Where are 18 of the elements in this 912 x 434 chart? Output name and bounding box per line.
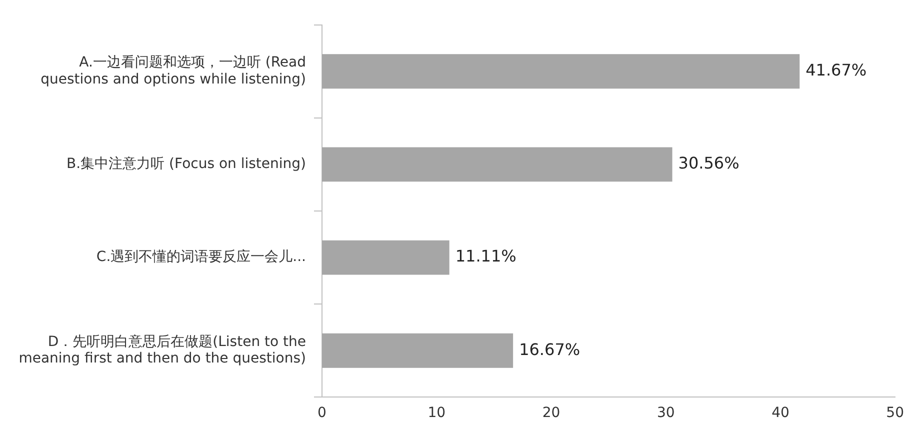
bar [322,147,672,182]
data-label: 30.56% [678,154,740,173]
y-tick-label: A.一边看问题和选项，一边听 (Read questions and options while listening) [40,54,306,88]
data-label: 11.11% [455,246,516,266]
bar [322,333,514,368]
x-tick-label: 20 [542,405,560,422]
x-tick-label: 30 [656,405,675,422]
bar [322,240,450,275]
x-tick-label: 40 [772,405,790,422]
x-tick-label: 0 [318,405,326,422]
bar [322,54,800,89]
y-tick-label: D．先听明白意思后在做题(Listen to the meaning first and then do the questions) [18,334,306,367]
x-tick-label: 10 [428,405,446,422]
y-tick-label: B.集中注意力听 (Focus on listening) [66,156,306,172]
x-tick-label: 50 [886,405,904,422]
data-label: 16.67% [519,340,580,359]
y-tick-label: C.遇到不懂的词语要反应一会儿... [96,249,306,266]
data-label: 41.67% [806,60,867,80]
